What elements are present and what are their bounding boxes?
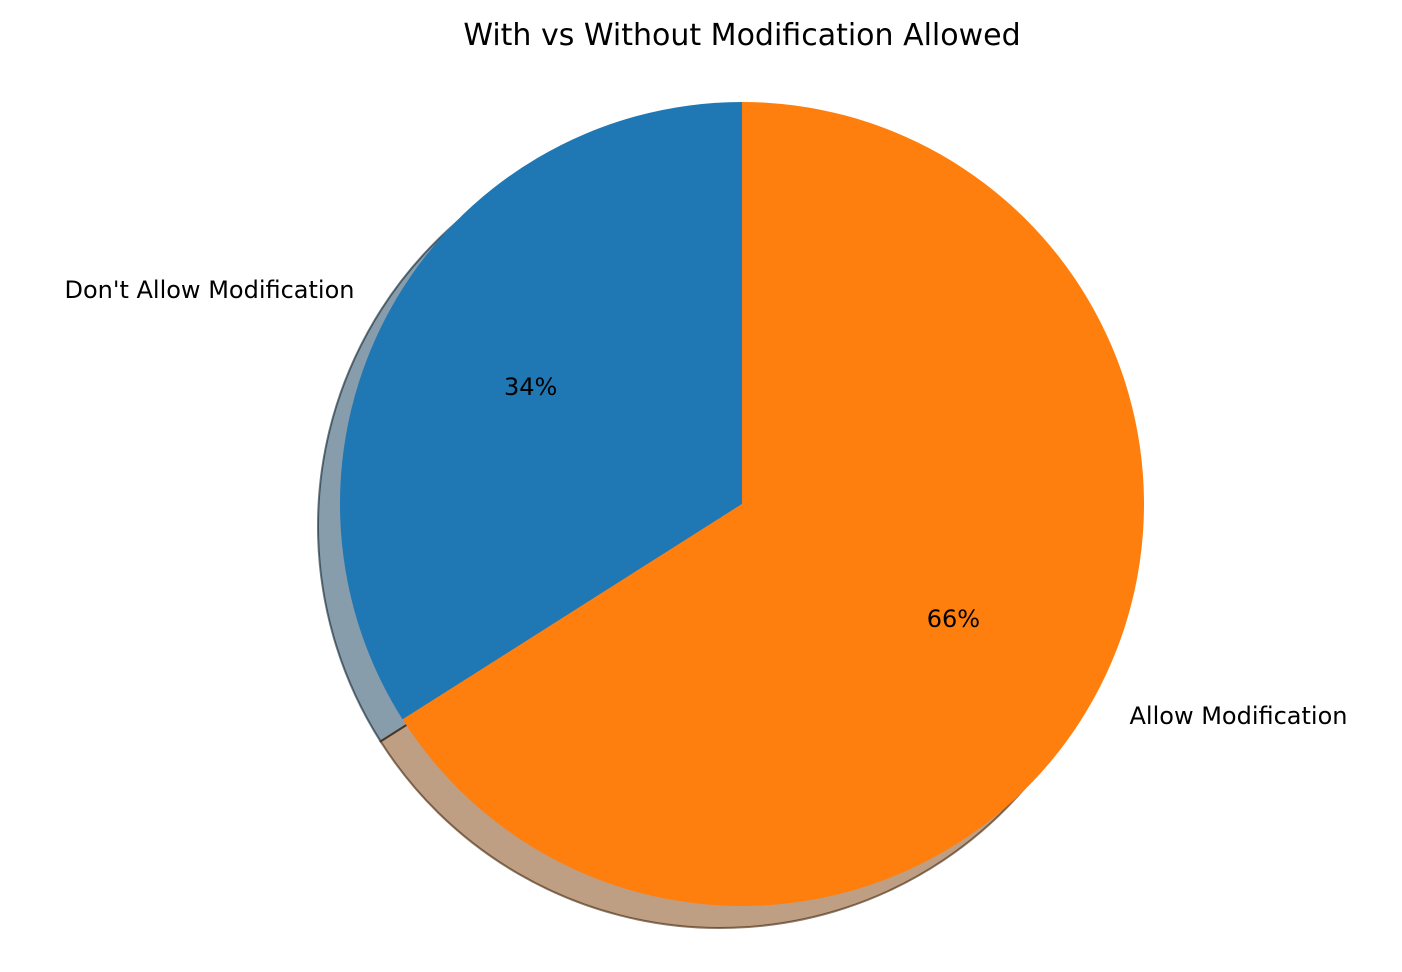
chart-title: With vs Without Modification Allowed	[463, 18, 1020, 53]
slice-percent-label: 66%	[927, 605, 980, 633]
pie-labels: Don't Allow Modification 34% Allow Modific…	[64, 276, 1347, 730]
pie-slice	[339, 102, 742, 720]
pie-slices	[339, 102, 1144, 907]
slice-label: Don't Allow Modification	[64, 276, 354, 304]
slice-percent-label: 34%	[504, 373, 557, 401]
slice-label: Allow Modification	[1130, 702, 1348, 730]
pie-slice	[402, 102, 1144, 907]
